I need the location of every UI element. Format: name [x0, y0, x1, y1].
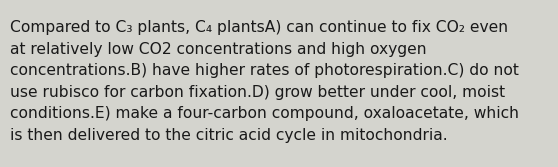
Text: Compared to C₃ plants, C₄ plantsA) can continue to fix CO₂ even
at relatively lo: Compared to C₃ plants, C₄ plantsA) can c…: [10, 20, 519, 143]
